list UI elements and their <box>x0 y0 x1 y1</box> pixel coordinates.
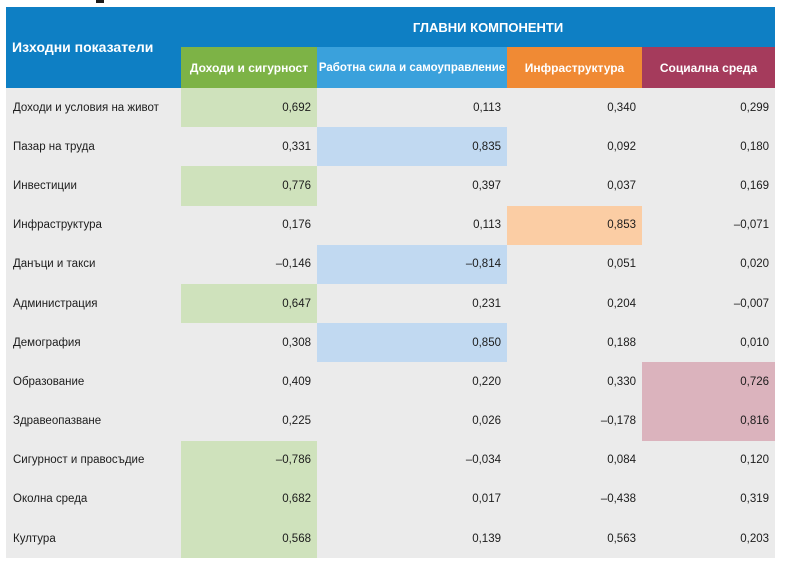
indicator-label: Администрация <box>6 283 181 324</box>
loading-value: –0,786 <box>181 440 317 480</box>
indicator-label: Данъци и такси <box>6 244 181 284</box>
loading-value: 0,647 <box>181 283 317 324</box>
loading-value: 0,682 <box>181 479 317 520</box>
table-row: Сигурност и правосъдие –0,786 –0,034 0,084 0… <box>6 440 776 480</box>
loading-value: 0,113 <box>317 88 507 128</box>
loading-value: 0,231 <box>317 283 507 324</box>
table-row: Здравеопазване 0,225 0,026 –0,178 0,816 <box>6 401 776 441</box>
indicator-label: Сигурност и правосъдие <box>6 440 181 480</box>
loading-value: 0,203 <box>642 519 776 559</box>
table-row: Демография 0,308 0,850 0,188 0,010 <box>6 323 776 363</box>
loading-value: –0,814 <box>317 244 507 284</box>
decorative-tick <box>96 0 104 3</box>
loading-value: 0,568 <box>181 519 317 559</box>
indicator-label: Образование <box>6 362 181 402</box>
table-row: Околна среда 0,682 0,017 –0,438 0,319 <box>6 479 776 520</box>
indicator-label: Околна среда <box>6 479 181 520</box>
loading-value: 0,188 <box>507 323 642 363</box>
loading-value: 0,180 <box>642 127 776 167</box>
loading-value: 0,409 <box>181 362 317 402</box>
indicator-label: Доходи и условия на живот <box>6 88 181 128</box>
loading-value: –0,438 <box>507 479 642 520</box>
loading-value: 0,026 <box>317 401 507 441</box>
loading-value: 0,776 <box>181 166 317 206</box>
principal-components-table: Изходни показатели ГЛАВНИ КОМПОНЕНТИ Дох… <box>6 7 776 559</box>
loading-value: 0,331 <box>181 127 317 167</box>
table-row: Образование 0,409 0,220 0,330 0,726 <box>6 362 776 402</box>
table-row: Инфраструктура 0,176 0,113 0,853 –0,071 <box>6 205 776 245</box>
loading-value: –0,007 <box>642 283 776 324</box>
table-row: Инвестиции 0,776 0,397 0,037 0,169 <box>6 166 776 206</box>
loading-value: 0,299 <box>642 88 776 128</box>
loading-value: 0,176 <box>181 205 317 245</box>
component-header-income-security: Доходи и сигурност <box>181 47 317 88</box>
table-row: Администрация 0,647 0,231 0,204 –0,007 <box>6 283 776 324</box>
loading-value: 0,850 <box>317 323 507 363</box>
loading-value: 0,139 <box>317 519 507 559</box>
table-row: Данъци и такси –0,146 –0,814 0,051 0,020 <box>6 244 776 284</box>
indicator-label: Култура <box>6 519 181 559</box>
loading-value: 0,308 <box>181 323 317 363</box>
loading-value: 0,037 <box>507 166 642 206</box>
loading-value: 0,563 <box>507 519 642 559</box>
loading-value: –0,034 <box>317 440 507 480</box>
loading-value: 0,220 <box>317 362 507 402</box>
loading-value: –0,146 <box>181 244 317 284</box>
loading-value: 0,084 <box>507 440 642 480</box>
loading-value: 0,120 <box>642 440 776 480</box>
table-body: Доходи и условия на живот 0,692 0,113 0,340… <box>6 88 776 559</box>
loading-value: 0,397 <box>317 166 507 206</box>
indicator-label: Пазар на труда <box>6 127 181 167</box>
component-header-infrastructure: Инфраструктура <box>507 47 642 88</box>
component-header-labour-self-government: Работна сила и самоуправление <box>317 47 507 88</box>
loading-value: 0,340 <box>507 88 642 128</box>
loading-value: 0,020 <box>642 244 776 284</box>
loading-value: –0,071 <box>642 205 776 245</box>
loading-value: 0,169 <box>642 166 776 206</box>
loading-value: 0,204 <box>507 283 642 324</box>
loading-value: 0,835 <box>317 127 507 167</box>
component-header-social-environment: Социална среда <box>642 47 776 88</box>
loading-value: 0,319 <box>642 479 776 520</box>
loading-value: 0,726 <box>642 362 776 402</box>
table-row: Пазар на труда 0,331 0,835 0,092 0,180 <box>6 127 776 167</box>
loading-value: 0,010 <box>642 323 776 363</box>
loading-value: 0,225 <box>181 401 317 441</box>
source-indicators-header: Изходни показатели <box>6 7 181 88</box>
loading-value: 0,017 <box>317 479 507 520</box>
loading-value: 0,330 <box>507 362 642 402</box>
indicator-label: Инвестиции <box>6 166 181 206</box>
loading-value: 0,092 <box>507 127 642 167</box>
indicator-label: Инфраструктура <box>6 205 181 245</box>
indicator-label: Демография <box>6 323 181 363</box>
table-row: Доходи и условия на живот 0,692 0,113 0,340… <box>6 88 776 128</box>
loading-value: 0,051 <box>507 244 642 284</box>
table-row: Култура 0,568 0,139 0,563 0,203 <box>6 519 776 559</box>
indicator-label: Здравеопазване <box>6 401 181 441</box>
loading-value: 0,692 <box>181 88 317 128</box>
loading-value: 0,816 <box>642 401 776 441</box>
loading-value: –0,178 <box>507 401 642 441</box>
main-components-header: ГЛАВНИ КОМПОНЕНТИ <box>181 7 776 47</box>
loading-value: 0,113 <box>317 205 507 245</box>
loading-value: 0,853 <box>507 205 642 245</box>
